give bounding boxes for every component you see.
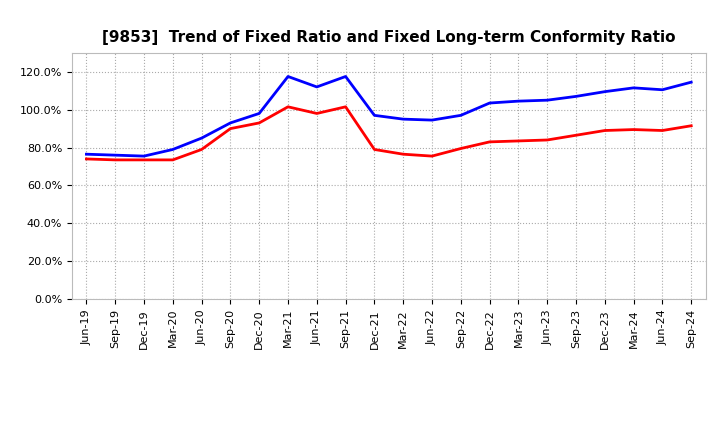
Fixed Long-term Conformity Ratio (168, 157, 177, 162)
Fixed Ratio (428, 117, 436, 123)
Fixed Long-term Conformity Ratio (514, 138, 523, 143)
Fixed Ratio (572, 94, 580, 99)
Fixed Long-term Conformity Ratio (399, 151, 408, 157)
Fixed Long-term Conformity Ratio (140, 157, 148, 162)
Fixed Long-term Conformity Ratio (572, 132, 580, 138)
Fixed Ratio (82, 151, 91, 157)
Fixed Ratio (687, 80, 696, 85)
Fixed Ratio (168, 147, 177, 152)
Fixed Ratio (456, 113, 465, 118)
Fixed Long-term Conformity Ratio (255, 120, 264, 125)
Fixed Long-term Conformity Ratio (543, 137, 552, 143)
Fixed Ratio (284, 74, 292, 79)
Fixed Long-term Conformity Ratio (226, 126, 235, 131)
Fixed Long-term Conformity Ratio (629, 127, 638, 132)
Fixed Long-term Conformity Ratio (111, 157, 120, 162)
Fixed Long-term Conformity Ratio (197, 147, 206, 152)
Fixed Long-term Conformity Ratio (341, 104, 350, 110)
Fixed Ratio (140, 154, 148, 159)
Title: [9853]  Trend of Fixed Ratio and Fixed Long-term Conformity Ratio: [9853] Trend of Fixed Ratio and Fixed Lo… (102, 29, 675, 45)
Fixed Ratio (399, 117, 408, 122)
Fixed Long-term Conformity Ratio (370, 147, 379, 152)
Fixed Ratio (543, 98, 552, 103)
Fixed Ratio (197, 136, 206, 141)
Fixed Ratio (226, 120, 235, 125)
Fixed Ratio (514, 99, 523, 104)
Fixed Long-term Conformity Ratio (456, 146, 465, 151)
Fixed Ratio (629, 85, 638, 91)
Fixed Ratio (658, 87, 667, 92)
Fixed Long-term Conformity Ratio (312, 111, 321, 116)
Fixed Long-term Conformity Ratio (600, 128, 609, 133)
Fixed Long-term Conformity Ratio (428, 154, 436, 159)
Line: Fixed Ratio: Fixed Ratio (86, 77, 691, 156)
Fixed Long-term Conformity Ratio (82, 156, 91, 161)
Fixed Ratio (312, 84, 321, 90)
Fixed Long-term Conformity Ratio (485, 139, 494, 144)
Line: Fixed Long-term Conformity Ratio: Fixed Long-term Conformity Ratio (86, 107, 691, 160)
Fixed Ratio (111, 153, 120, 158)
Fixed Ratio (600, 89, 609, 94)
Fixed Ratio (485, 100, 494, 106)
Fixed Ratio (370, 113, 379, 118)
Fixed Long-term Conformity Ratio (284, 104, 292, 110)
Fixed Ratio (255, 111, 264, 116)
Fixed Long-term Conformity Ratio (687, 123, 696, 128)
Fixed Long-term Conformity Ratio (658, 128, 667, 133)
Fixed Ratio (341, 74, 350, 79)
